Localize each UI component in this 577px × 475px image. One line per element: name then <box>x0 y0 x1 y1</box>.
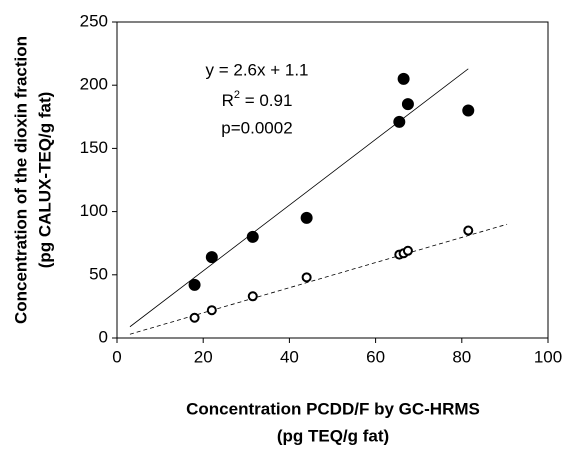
annotation-part: R <box>222 91 234 110</box>
y-axis-label: (pg CALUX-TEQ/g fat) <box>35 92 54 269</box>
trend-line <box>129 68 469 328</box>
x-axis-label: Concentration PCDD/F by GC-HRMS <box>186 399 480 418</box>
annotation-part: = 0.91 <box>240 91 292 110</box>
y-tick-label: 50 <box>89 264 108 283</box>
point <box>188 278 201 291</box>
x-tick-label: 40 <box>280 347 299 366</box>
y-tick-label: 250 <box>80 11 108 30</box>
trend-line <box>129 223 508 335</box>
annotation: R2 = 0.91 <box>222 89 293 111</box>
x-tick-label: 0 <box>112 347 121 366</box>
y-tick-label: 0 <box>99 327 108 346</box>
point <box>397 72 410 85</box>
y-tick-label: 200 <box>80 75 108 94</box>
point <box>247 291 258 302</box>
annotation-sup: 2 <box>234 89 240 101</box>
point <box>205 251 218 264</box>
point <box>402 245 413 256</box>
point <box>189 312 200 323</box>
x-tick-label: 80 <box>452 347 471 366</box>
annotation: y = 2.6x + 1.1 <box>205 60 308 79</box>
x-tick-label: 60 <box>366 347 385 366</box>
point <box>300 211 313 224</box>
x-tick-label: 100 <box>534 347 562 366</box>
point <box>463 225 474 236</box>
point <box>393 115 406 128</box>
plot-frame <box>116 21 549 339</box>
y-tick-label: 100 <box>80 201 108 220</box>
point <box>462 104 475 117</box>
point <box>206 305 217 316</box>
point <box>246 230 259 243</box>
point <box>301 272 312 283</box>
y-axis-label: Concentration of the dioxin fraction <box>11 36 30 324</box>
point <box>401 98 414 111</box>
y-tick-label: 150 <box>80 138 108 157</box>
annotation: p=0.0002 <box>221 118 292 137</box>
x-tick-label: 20 <box>194 347 213 366</box>
x-axis-label: (pg TEQ/g fat) <box>277 426 389 445</box>
